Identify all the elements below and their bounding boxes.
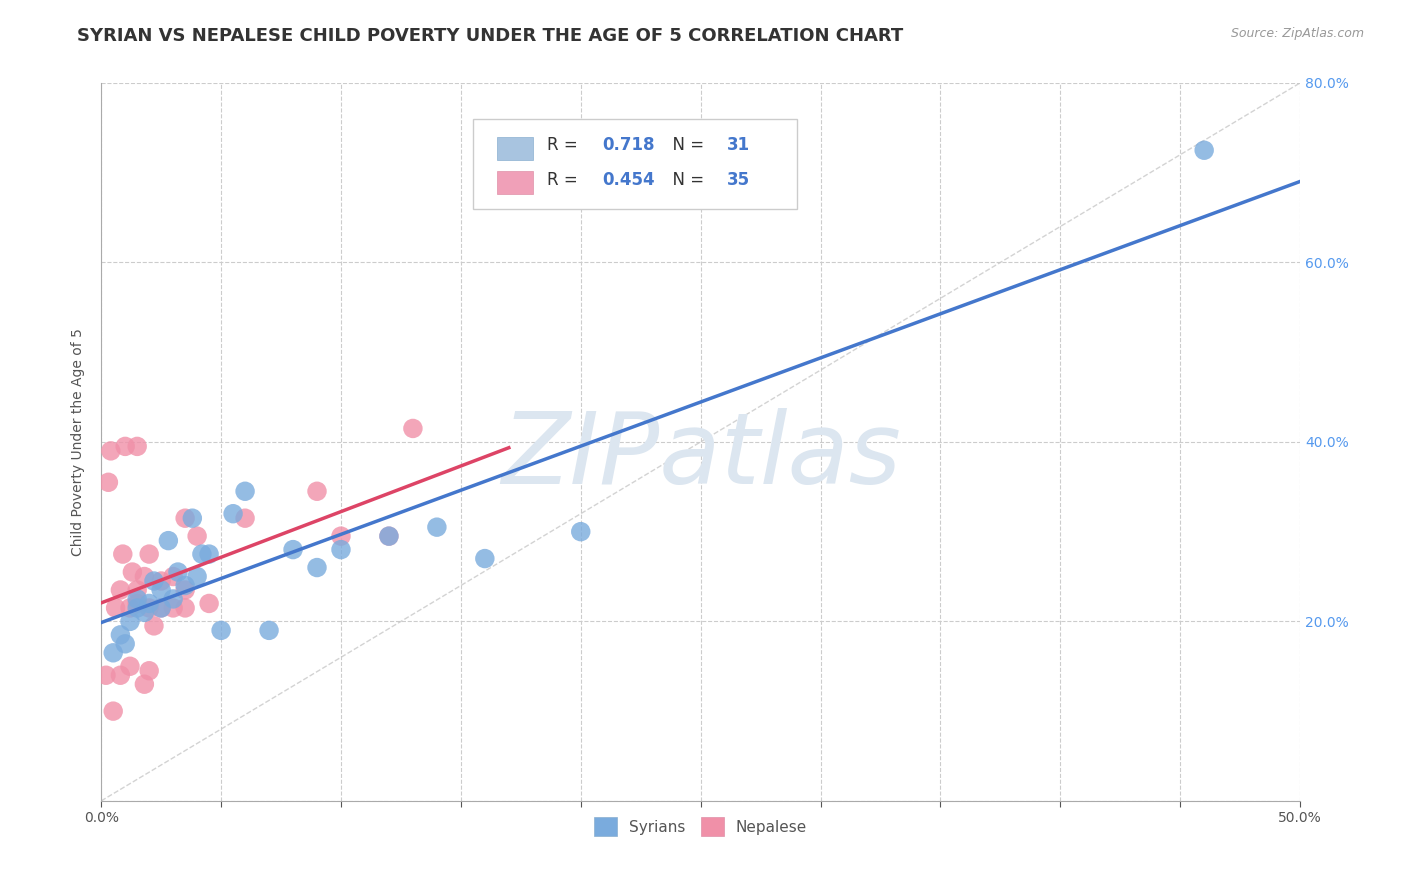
Point xyxy=(402,421,425,435)
Point xyxy=(143,619,166,633)
FancyBboxPatch shape xyxy=(496,136,533,160)
Legend: Syrians, Nepalese: Syrians, Nepalese xyxy=(586,810,815,844)
Point xyxy=(127,591,149,606)
Point xyxy=(134,606,156,620)
Point xyxy=(127,601,149,615)
Point xyxy=(174,582,197,597)
Point xyxy=(305,484,328,499)
Point xyxy=(186,569,208,583)
Text: 0.454: 0.454 xyxy=(602,171,655,189)
Point xyxy=(100,443,122,458)
Point xyxy=(162,601,184,615)
Point xyxy=(114,439,136,453)
Point xyxy=(103,646,125,660)
Point xyxy=(174,601,197,615)
Point xyxy=(157,533,180,548)
Point xyxy=(111,547,134,561)
FancyBboxPatch shape xyxy=(496,171,533,194)
Text: R =: R = xyxy=(547,136,583,154)
Point xyxy=(118,601,141,615)
Point xyxy=(118,659,141,673)
Point xyxy=(305,560,328,574)
Text: ZIPatlas: ZIPatlas xyxy=(501,408,901,505)
Point xyxy=(150,601,173,615)
Y-axis label: Child Poverty Under the Age of 5: Child Poverty Under the Age of 5 xyxy=(72,328,86,556)
Point xyxy=(162,569,184,583)
Point xyxy=(118,615,141,629)
Point xyxy=(198,597,221,611)
Point xyxy=(103,704,125,718)
Point xyxy=(150,601,173,615)
Point xyxy=(1192,143,1215,157)
Point xyxy=(162,591,184,606)
Point xyxy=(330,529,353,543)
Point xyxy=(134,677,156,691)
Point xyxy=(426,520,449,534)
Point xyxy=(110,582,132,597)
Point xyxy=(186,529,208,543)
Point xyxy=(127,439,149,453)
Point xyxy=(281,542,304,557)
Point xyxy=(138,601,160,615)
Point xyxy=(233,511,256,525)
Point xyxy=(104,601,127,615)
Text: Source: ZipAtlas.com: Source: ZipAtlas.com xyxy=(1230,27,1364,40)
Point xyxy=(174,578,197,592)
Point xyxy=(198,547,221,561)
Point xyxy=(138,664,160,678)
Text: SYRIAN VS NEPALESE CHILD POVERTY UNDER THE AGE OF 5 CORRELATION CHART: SYRIAN VS NEPALESE CHILD POVERTY UNDER T… xyxy=(77,27,904,45)
Point xyxy=(127,582,149,597)
Point xyxy=(257,624,280,638)
Point xyxy=(121,565,143,579)
Text: 35: 35 xyxy=(727,171,751,189)
Text: 31: 31 xyxy=(727,136,751,154)
Point xyxy=(138,597,160,611)
Point xyxy=(209,624,232,638)
Point xyxy=(143,574,166,588)
Text: 0.718: 0.718 xyxy=(602,136,655,154)
Text: N =: N = xyxy=(662,171,710,189)
Point xyxy=(134,569,156,583)
Text: R =: R = xyxy=(547,171,583,189)
Point xyxy=(127,597,149,611)
Point xyxy=(167,565,190,579)
Point xyxy=(330,542,353,557)
Point xyxy=(569,524,592,539)
Point xyxy=(233,484,256,499)
Point xyxy=(150,574,173,588)
Point xyxy=(94,668,117,682)
Point xyxy=(110,628,132,642)
Point xyxy=(474,551,496,566)
Point xyxy=(114,637,136,651)
Point xyxy=(97,475,120,490)
Point xyxy=(138,547,160,561)
Point xyxy=(174,511,197,525)
Point xyxy=(150,582,173,597)
Point xyxy=(181,511,204,525)
Point xyxy=(222,507,245,521)
Point xyxy=(378,529,401,543)
Point xyxy=(110,668,132,682)
Point xyxy=(191,547,214,561)
Point xyxy=(378,529,401,543)
Text: N =: N = xyxy=(662,136,710,154)
FancyBboxPatch shape xyxy=(472,119,797,209)
